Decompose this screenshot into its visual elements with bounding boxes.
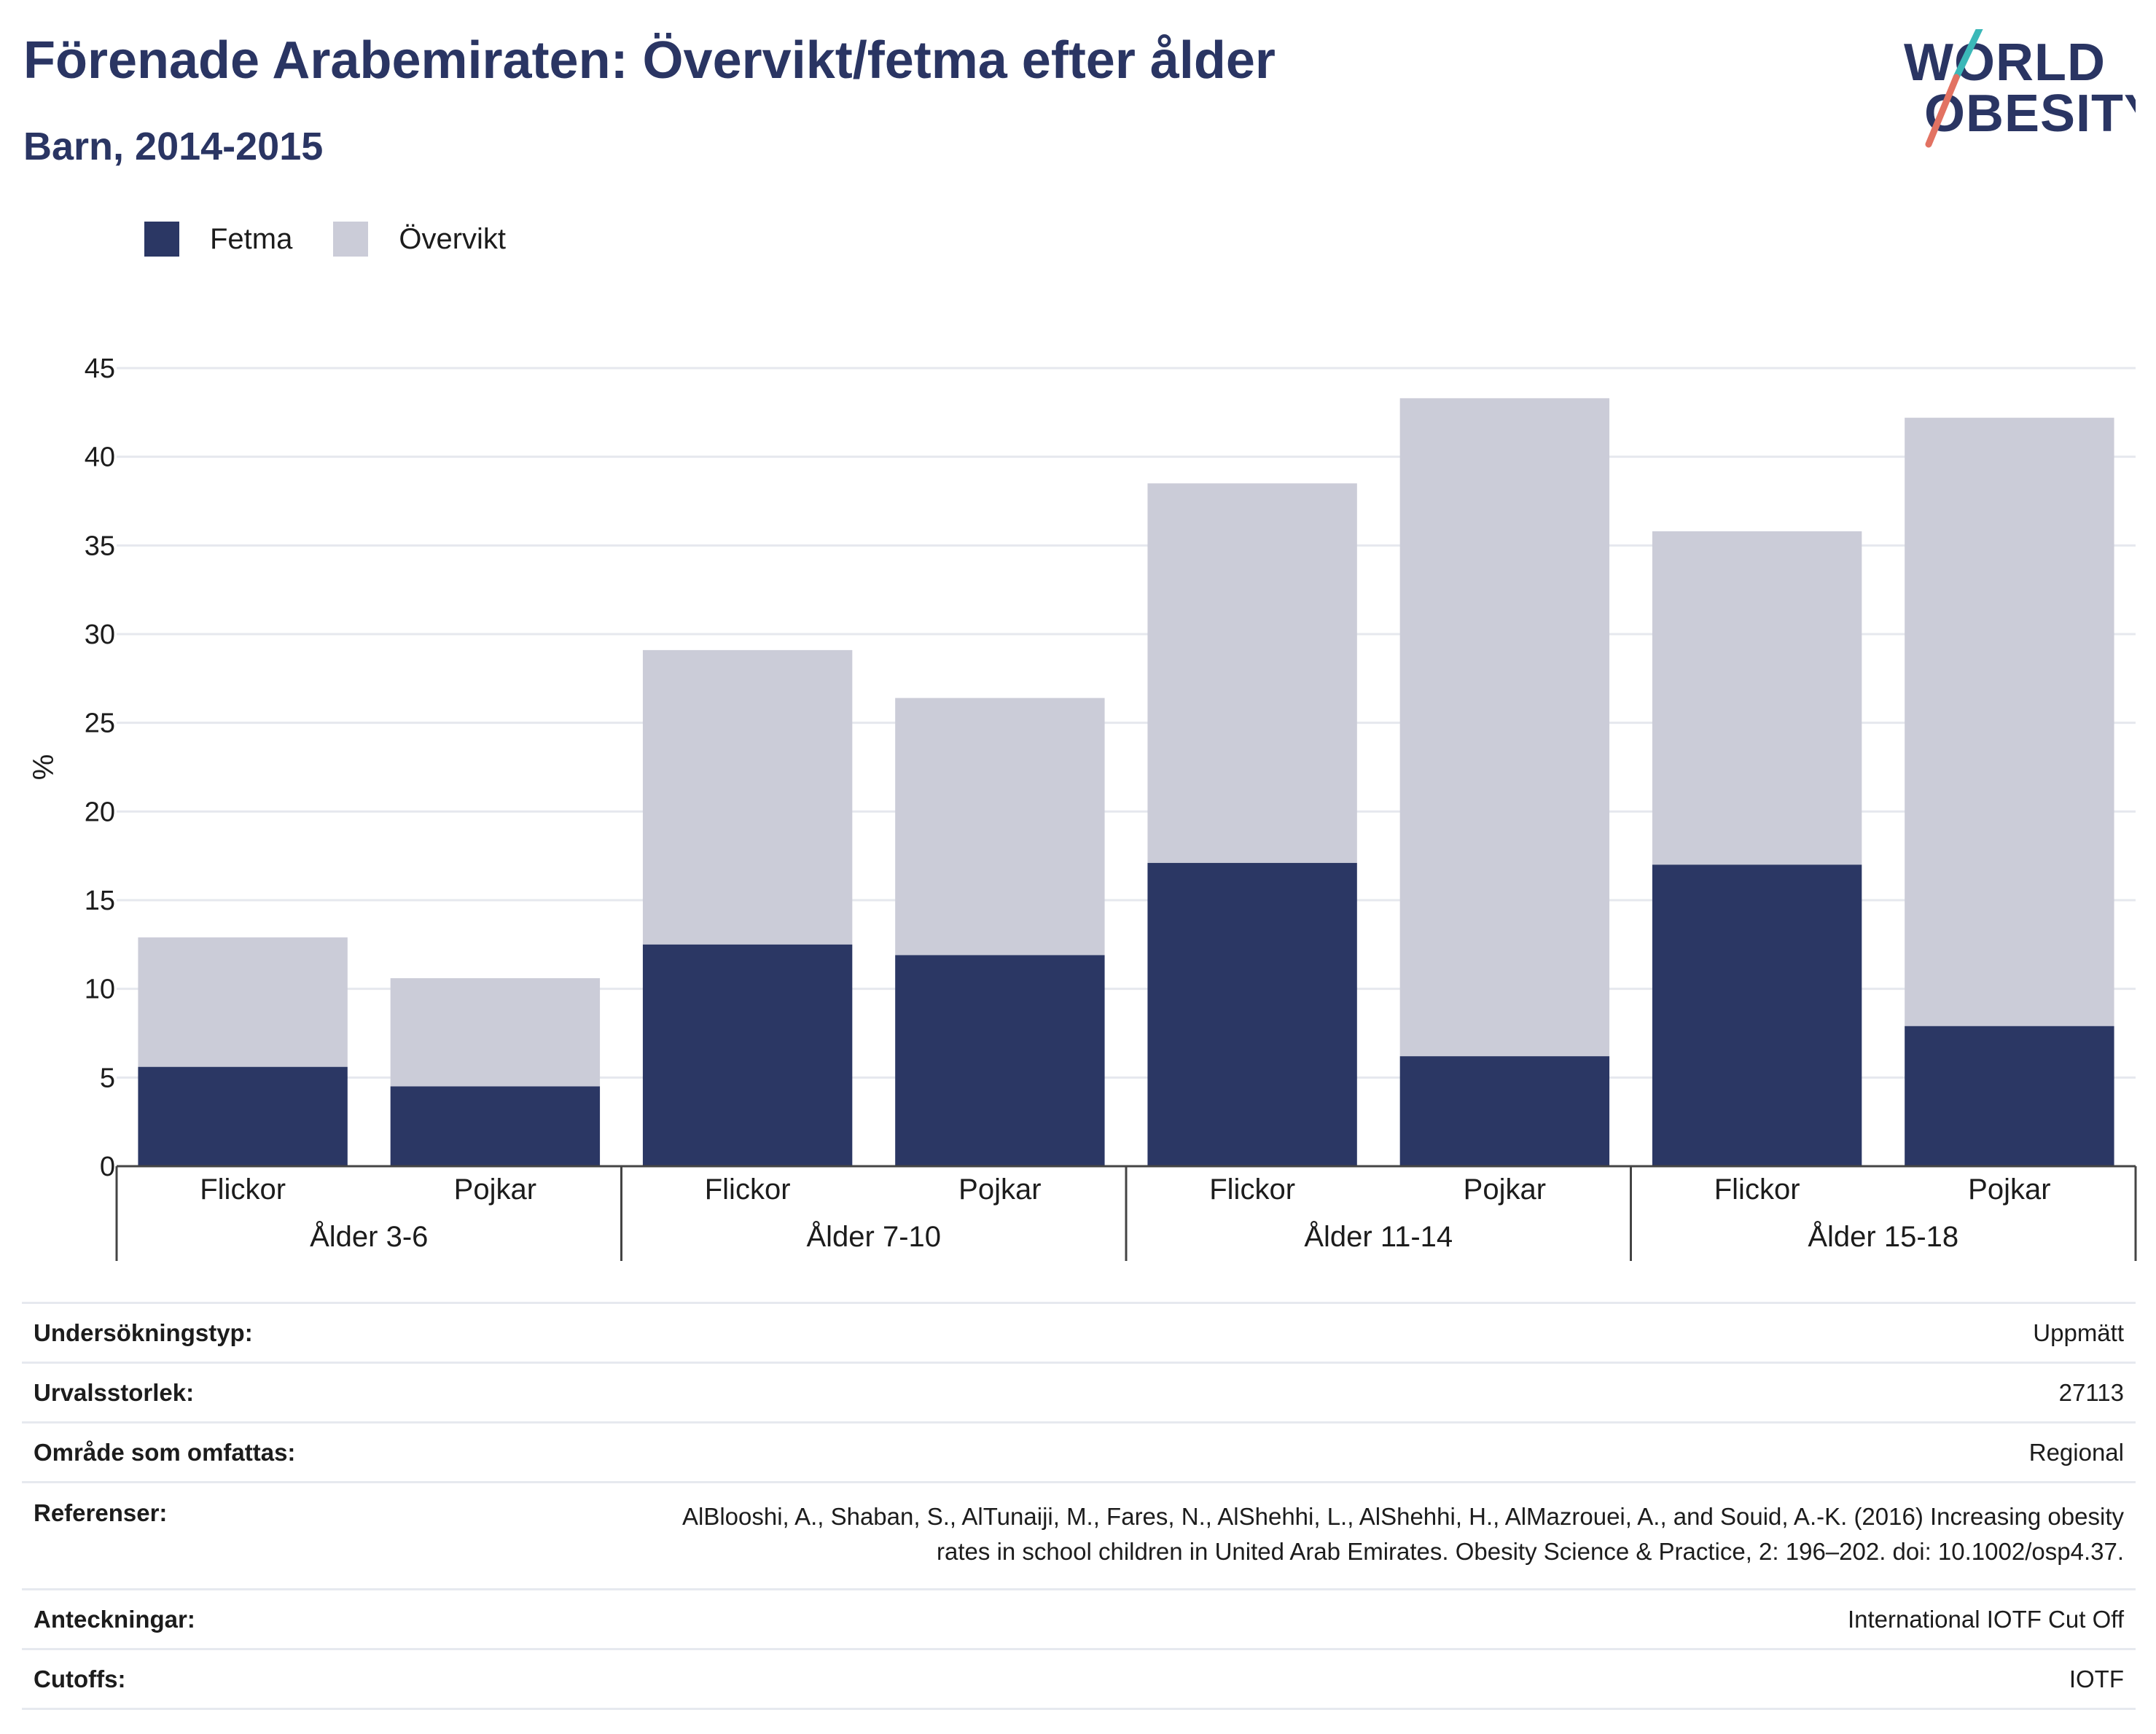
info-row-survey-type: Undersökningstyp: Uppmätt [22,1302,2136,1363]
legend-label-fetma: Fetma [210,222,293,255]
legend-item-fetma[interactable]: Fetma [144,222,292,257]
info-label: Referenser: [22,1481,555,1590]
logo-text-world: WORLD [1904,34,2106,92]
y-tick-label: 10 [85,975,115,1005]
bar-fetma [1652,864,1862,1166]
y-axis-title: % [28,754,60,781]
bar-overvikt [642,649,853,945]
info-row-area: Område som omfattas: Regional [22,1421,2136,1483]
legend-swatch-overvikt [333,222,369,257]
bar-overvikt [138,937,348,1067]
chart-legend: Fetma Övervikt [144,217,547,261]
info-row-cutoffs: Cutoffs: IOTF [22,1648,2136,1710]
legend-label-overvikt: Övervikt [399,222,507,255]
reference-line-1: AlBlooshi, A., Shaban, S., AlTunaiji, M.… [681,1503,2124,1530]
x-group-label: Ålder 15-18 [1808,1220,1958,1253]
x-tick-label: Pojkar [958,1173,1041,1206]
x-tick-label: Pojkar [1968,1173,2050,1206]
y-tick-label: 25 [85,708,115,739]
legend-item-overvikt[interactable]: Övervikt [333,222,506,257]
info-value: AlBlooshi, A., Shaban, S., AlTunaiji, M.… [555,1481,2136,1590]
info-row-notes: Anteckningar: International IOTF Cut Off [22,1588,2136,1649]
world-obesity-logo: WORLD OBESITY [1904,29,2136,148]
x-tick-label: Flickor [200,1173,286,1206]
stacked-bar-chart: 0 5 10 15 20 25 30 35 40 45% Flickor Pojkar Flickor P… [28,354,2137,1261]
logo-slash-teal [1953,29,1983,81]
y-tick-label: 40 [85,442,115,473]
x-tick-label: Pojkar [454,1173,536,1206]
y-tick-label: 35 [85,531,115,561]
bar-overvikt [895,698,1105,956]
bar-fetma [390,1086,601,1166]
bar-overvikt [1652,531,1862,865]
logo-text-obesity: OBESITY [1924,85,2136,143]
info-row-references: Referenser: AlBlooshi, A., Shaban, S., A… [22,1481,2136,1590]
info-value: Regional [555,1421,2136,1483]
legend-swatch-fetma [144,222,179,257]
info-label: Urvalsstorlek: [22,1362,555,1423]
x-tick-label: Flickor [1209,1173,1295,1206]
bar-overvikt [1147,483,1357,863]
chart-title: Förenade Arabemiraten: Övervikt/fetma ef… [23,31,1276,90]
x-tick-label: Flickor [1714,1173,1800,1206]
info-label: Cutoffs: [22,1648,555,1710]
y-tick-label: 20 [85,797,115,827]
bar-fetma [138,1066,348,1166]
y-tick-label: 15 [85,886,115,916]
x-tick-label: Flickor [705,1173,791,1206]
info-value: International IOTF Cut Off [555,1588,2136,1649]
bar-overvikt [390,978,601,1087]
info-label: Undersökningstyp: [22,1302,555,1363]
info-value: 27113 [555,1362,2136,1423]
x-group-label: Ålder 11-14 [1304,1220,1453,1253]
reference-line-2: rates in school children in United Arab … [937,1537,2124,1565]
bar-fetma [1399,1056,1610,1166]
info-value: Uppmätt [555,1302,2136,1363]
y-tick-label: 5 [100,1063,115,1093]
x-tick-label: Pojkar [1464,1173,1546,1206]
bar-fetma [895,955,1105,1166]
bar-overvikt [1905,418,2114,1026]
y-tick-label: 30 [85,620,115,650]
x-group-label: Ålder 3-6 [310,1220,428,1253]
info-row-sample-size: Urvalsstorlek: 27113 [22,1362,2136,1423]
x-group-label: Ålder 7-10 [806,1220,941,1253]
bar-fetma [642,944,853,1166]
y-tick-label: 0 [100,1152,115,1182]
bar-fetma [1905,1026,2114,1166]
bar-overvikt [1399,398,1610,1057]
logo-slash-coral [1925,74,1960,148]
y-tick-label: 45 [85,354,115,384]
info-label: Anteckningar: [22,1588,555,1649]
chart-subtitle: Barn, 2014-2015 [23,125,324,168]
info-label: Område som omfattas: [22,1421,555,1483]
info-value: IOTF [555,1648,2136,1710]
survey-info-table: Undersökningstyp: Uppmätt Urvalsstorlek:… [22,1302,2136,1710]
bar-fetma [1147,862,1357,1166]
